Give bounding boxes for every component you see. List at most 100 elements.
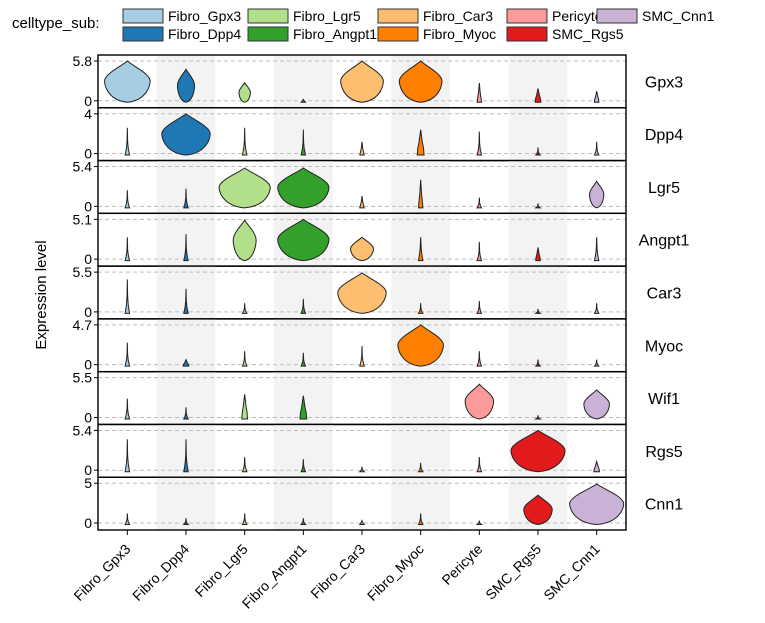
panel-angpt1: 5.1 0 Angpt1 bbox=[73, 211, 690, 267]
y-tick-label: 5 bbox=[84, 475, 92, 491]
legend-item-smc-rgs5: SMC_Rgs5 bbox=[506, 26, 624, 42]
panel-lgr5: 5.4 0 Lgr5 bbox=[73, 159, 681, 215]
violin-gpx3-fibro-myoc bbox=[398, 60, 443, 103]
violin-rgs5-fibro-car3 bbox=[358, 466, 366, 473]
gene-label-wif1: Wif1 bbox=[648, 391, 680, 408]
violin-rgs5-smc-cnn1 bbox=[593, 459, 600, 473]
violin-cnn1-fibro-car3 bbox=[358, 519, 366, 525]
violin-angpt1-fibro-dpp4 bbox=[183, 234, 189, 262]
violin-myoc-fibro-myoc bbox=[397, 324, 444, 367]
violin-angpt1-fibro-angpt1 bbox=[277, 218, 330, 262]
y-tick-label: 5.8 bbox=[73, 53, 93, 69]
violin-myoc-pericyte bbox=[476, 351, 483, 367]
y-tick-label: 5.1 bbox=[73, 211, 93, 227]
violin-car3-pericyte bbox=[476, 301, 483, 314]
violin-angpt1-smc-rgs5 bbox=[535, 247, 541, 262]
y-tick-label: 4 bbox=[84, 106, 92, 122]
legend-label: Fibro_Dpp4 bbox=[168, 26, 241, 42]
violin-car3-fibro-angpt1 bbox=[300, 298, 307, 314]
violin-rgs5-pericyte bbox=[476, 456, 483, 473]
violin-lgr5-fibro-myoc bbox=[417, 179, 424, 209]
violin-car3-fibro-dpp4 bbox=[183, 288, 189, 314]
panel-car3: 5.5 0 Car3 bbox=[73, 264, 682, 320]
y-tick-label: 0 bbox=[84, 93, 92, 109]
legend-label: Fibro_Lgr5 bbox=[293, 8, 361, 24]
violin-wif1-smc-cnn1 bbox=[583, 389, 610, 420]
violin-gpx3-pericyte bbox=[476, 82, 483, 103]
gene-label-dpp4: Dpp4 bbox=[645, 127, 683, 144]
panel-rgs5: 5.4 0 Rgs5 bbox=[73, 422, 683, 478]
legend-item-fibro-gpx3: Fibro_Gpx3 bbox=[122, 8, 241, 24]
y-tick-label: 0 bbox=[84, 357, 92, 373]
violin-myoc-smc-cnn1 bbox=[593, 359, 601, 367]
legend-label: Fibro_Gpx3 bbox=[168, 8, 241, 24]
legend-swatch bbox=[377, 8, 419, 24]
violin-gpx3-fibro-dpp4 bbox=[176, 68, 196, 103]
violin-gpx3-fibro-gpx3 bbox=[104, 60, 151, 103]
x-tick-label-pericyte: Pericyte bbox=[438, 541, 485, 588]
legend-label: Fibro_Angpt1 bbox=[293, 26, 377, 42]
violin-rgs5-fibro-dpp4 bbox=[183, 439, 189, 473]
legend-swatch bbox=[122, 8, 164, 24]
gene-label-car3: Car3 bbox=[647, 286, 682, 303]
violin-angpt1-fibro-lgr5 bbox=[232, 219, 257, 262]
violin-gpx3-smc-rgs5 bbox=[534, 88, 542, 103]
violin-lgr5-fibro-angpt1 bbox=[277, 167, 330, 209]
violin-lgr5-smc-rgs5 bbox=[534, 203, 542, 209]
gene-label-gpx3: Gpx3 bbox=[645, 74, 683, 91]
violin-rgs5-smc-rgs5 bbox=[510, 429, 566, 473]
legend-swatch bbox=[377, 26, 419, 42]
violin-gpx3-smc-cnn1 bbox=[593, 91, 600, 103]
violin-wif1-fibro-lgr5 bbox=[241, 394, 248, 420]
violin-lgr5-fibro-car3 bbox=[359, 195, 365, 209]
legend-item-fibro-angpt1: Fibro_Angpt1 bbox=[247, 26, 377, 42]
violin-dpp4-smc-cnn1 bbox=[593, 141, 600, 156]
violin-panels: 5.80Gpx340Dpp45.40Lgr55.10Angpt15.50Car3… bbox=[73, 53, 690, 531]
column-shade bbox=[391, 371, 450, 425]
violin-wif1-fibro-gpx3 bbox=[124, 398, 131, 420]
violin-car3-fibro-myoc bbox=[417, 303, 424, 314]
violin-gpx3-fibro-angpt1 bbox=[300, 98, 307, 103]
violin-car3-fibro-lgr5 bbox=[241, 303, 248, 314]
y-axis-label: Expression level bbox=[33, 240, 50, 349]
violin-myoc-smc-rgs5 bbox=[534, 359, 542, 367]
legend-item-fibro-myoc: Fibro_Myoc bbox=[377, 26, 496, 42]
violin-gpx3-fibro-car3 bbox=[340, 60, 384, 103]
violin-lgr5-fibro-gpx3 bbox=[124, 190, 131, 209]
violin-myoc-fibro-gpx3 bbox=[124, 342, 131, 367]
violin-cnn1-fibro-lgr5 bbox=[241, 513, 248, 525]
violin-angpt1-smc-cnn1 bbox=[593, 237, 600, 262]
violin-car3-smc-cnn1 bbox=[593, 303, 600, 314]
violin-cnn1-smc-cnn1 bbox=[569, 483, 625, 526]
y-tick-label: 0 bbox=[84, 515, 92, 531]
violin-cnn1-pericyte bbox=[475, 520, 484, 525]
violin-myoc-fibro-dpp4 bbox=[182, 358, 190, 367]
legend-item-fibro-dpp4: Fibro_Dpp4 bbox=[122, 26, 241, 42]
legend-label: Fibro_Myoc bbox=[423, 26, 496, 42]
x-tick-label-fibro-car3: Fibro_Car3 bbox=[307, 541, 368, 602]
violin-myoc-fibro-angpt1 bbox=[300, 352, 307, 367]
x-tick-label-fibro-gpx3: Fibro_Gpx3 bbox=[70, 541, 133, 604]
violin-wif1-smc-rgs5 bbox=[533, 415, 543, 420]
violin-dpp4-fibro-angpt1 bbox=[300, 129, 307, 156]
violin-wif1-pericyte bbox=[464, 383, 495, 420]
legend-label: Pericyte bbox=[552, 8, 603, 24]
violin-wif1-fibro-angpt1 bbox=[299, 395, 308, 420]
violin-angpt1-fibro-car3 bbox=[350, 236, 374, 262]
violin-gpx3-fibro-lgr5 bbox=[238, 81, 251, 103]
violin-lgr5-fibro-dpp4 bbox=[183, 188, 189, 209]
violin-dpp4-fibro-dpp4 bbox=[161, 113, 211, 156]
legend-item-pericyte: Pericyte bbox=[506, 8, 603, 24]
legend-title: celltype_sub: bbox=[12, 15, 100, 32]
violin-myoc-fibro-car3 bbox=[359, 346, 365, 367]
legend-label: SMC_Rgs5 bbox=[552, 26, 624, 42]
legend-swatch bbox=[122, 26, 164, 42]
y-tick-label: 5.4 bbox=[73, 159, 93, 175]
gene-label-angpt1: Angpt1 bbox=[639, 233, 690, 250]
gene-label-lgr5: Lgr5 bbox=[648, 180, 680, 197]
y-tick-label: 0 bbox=[84, 146, 92, 162]
violin-dpp4-fibro-car3 bbox=[359, 141, 365, 156]
legend-item-fibro-car3: Fibro_Car3 bbox=[377, 8, 493, 24]
